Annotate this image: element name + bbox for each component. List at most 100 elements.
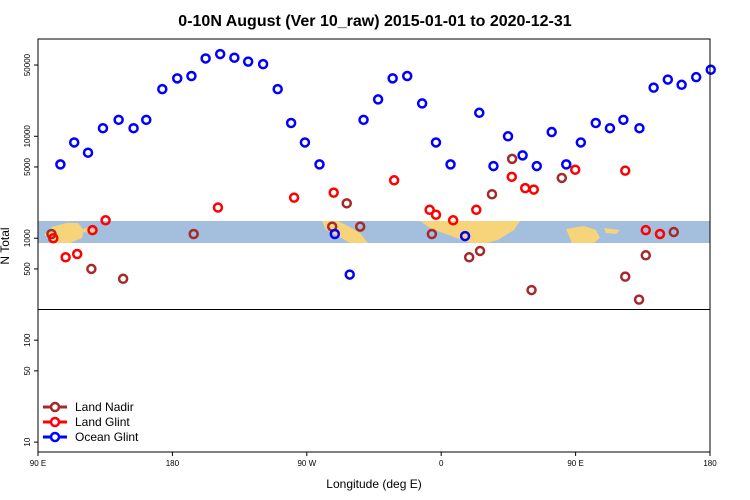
y-tick-label: 100 bbox=[23, 333, 32, 347]
data-point bbox=[288, 192, 300, 203]
axes: 90 E 180 90 W 0 90 E 180 10 50 100 500 1000 5000 100… bbox=[23, 53, 717, 468]
x-tick-label: 180 bbox=[166, 459, 180, 468]
data-point bbox=[556, 172, 568, 184]
data-point bbox=[662, 74, 674, 85]
data-point bbox=[506, 153, 518, 165]
data-point bbox=[82, 147, 94, 158]
data-point bbox=[633, 294, 645, 305]
data-point bbox=[519, 182, 531, 194]
data-point bbox=[329, 228, 341, 240]
data-point bbox=[426, 228, 438, 240]
x-tick-label: 90 W bbox=[297, 459, 316, 468]
data-point bbox=[354, 221, 366, 232]
map-land-png-east bbox=[604, 228, 620, 234]
data-point bbox=[229, 52, 240, 63]
y-tick-label: 10000 bbox=[23, 125, 32, 148]
y-tick-label: 1000 bbox=[23, 229, 32, 247]
data-point bbox=[48, 232, 59, 244]
data-point bbox=[575, 137, 587, 148]
map-land-america bbox=[322, 221, 368, 243]
data-point bbox=[618, 114, 629, 126]
data-point bbox=[285, 117, 297, 129]
x-tick-label: 180 bbox=[703, 459, 717, 468]
y-tick-label: 500 bbox=[23, 262, 32, 276]
data-point bbox=[157, 83, 168, 95]
data-point bbox=[272, 83, 283, 95]
x-axis-label: Longitude (deg E) bbox=[326, 477, 421, 491]
data-point bbox=[506, 171, 518, 183]
data-point bbox=[141, 114, 152, 126]
data-point bbox=[604, 122, 616, 134]
data-point bbox=[634, 122, 645, 134]
data-point bbox=[676, 79, 687, 91]
data-point bbox=[590, 117, 602, 129]
y-axis-label: N Total bbox=[0, 227, 12, 264]
data-point bbox=[117, 273, 129, 285]
data-point bbox=[705, 64, 716, 75]
data-point bbox=[388, 175, 400, 186]
data-point bbox=[68, 137, 80, 148]
data-point bbox=[531, 160, 543, 172]
series-ocean-glint bbox=[55, 48, 716, 280]
data-point bbox=[561, 159, 572, 170]
data-point bbox=[416, 98, 428, 109]
data-point bbox=[486, 189, 498, 200]
y-tick-label: 50 bbox=[23, 366, 32, 375]
data-point bbox=[200, 53, 211, 64]
data-point bbox=[474, 245, 486, 257]
data-point bbox=[445, 159, 456, 170]
data-point bbox=[620, 165, 631, 176]
data-point bbox=[188, 228, 199, 240]
data-point bbox=[172, 73, 183, 84]
data-point bbox=[517, 150, 528, 161]
data-point bbox=[328, 187, 339, 198]
series-land-nadir bbox=[46, 153, 680, 305]
legend-item: Land Glint bbox=[43, 415, 130, 429]
y-tick-label: 50000 bbox=[23, 53, 32, 76]
data-point bbox=[471, 204, 482, 216]
data-point bbox=[55, 159, 66, 170]
x-tick-label: 90 E bbox=[30, 459, 46, 468]
data-point bbox=[640, 250, 652, 261]
map-land-australia-east bbox=[566, 226, 600, 243]
legend-marker bbox=[49, 431, 61, 443]
legend-label: Ocean Glint bbox=[75, 430, 139, 444]
map-ocean bbox=[38, 221, 710, 243]
data-point bbox=[186, 70, 197, 82]
data-point bbox=[97, 122, 109, 134]
data-point bbox=[474, 107, 485, 119]
data-point bbox=[424, 204, 435, 216]
data-point bbox=[358, 114, 369, 126]
data-point bbox=[212, 202, 224, 213]
data-point bbox=[620, 271, 631, 282]
data-point bbox=[113, 114, 124, 126]
x-tick-label: 0 bbox=[439, 459, 444, 468]
data-point bbox=[654, 228, 666, 240]
data-point bbox=[640, 224, 652, 236]
data-point bbox=[341, 198, 352, 209]
map-land-africa bbox=[420, 221, 520, 243]
x-tick-label: 90 E bbox=[567, 459, 583, 468]
legend-item: Land Nadir bbox=[43, 400, 134, 414]
data-point bbox=[372, 94, 384, 105]
data-point bbox=[463, 252, 475, 263]
data-point bbox=[528, 184, 540, 195]
data-point bbox=[526, 284, 537, 296]
legend-marker bbox=[49, 416, 61, 428]
data-point bbox=[60, 252, 71, 263]
y-tick-label: 5000 bbox=[23, 158, 32, 176]
map-land-png bbox=[84, 228, 96, 233]
data-point bbox=[668, 226, 680, 238]
y-tick-label: 10 bbox=[23, 437, 32, 446]
data-points bbox=[46, 48, 716, 305]
data-point bbox=[430, 209, 442, 220]
data-point bbox=[128, 122, 139, 134]
series-land-glint bbox=[48, 164, 666, 263]
data-point bbox=[648, 82, 659, 93]
legend-label: Land Nadir bbox=[75, 400, 134, 414]
data-point bbox=[447, 215, 459, 226]
data-point bbox=[569, 164, 581, 175]
world-map-band bbox=[38, 221, 710, 243]
